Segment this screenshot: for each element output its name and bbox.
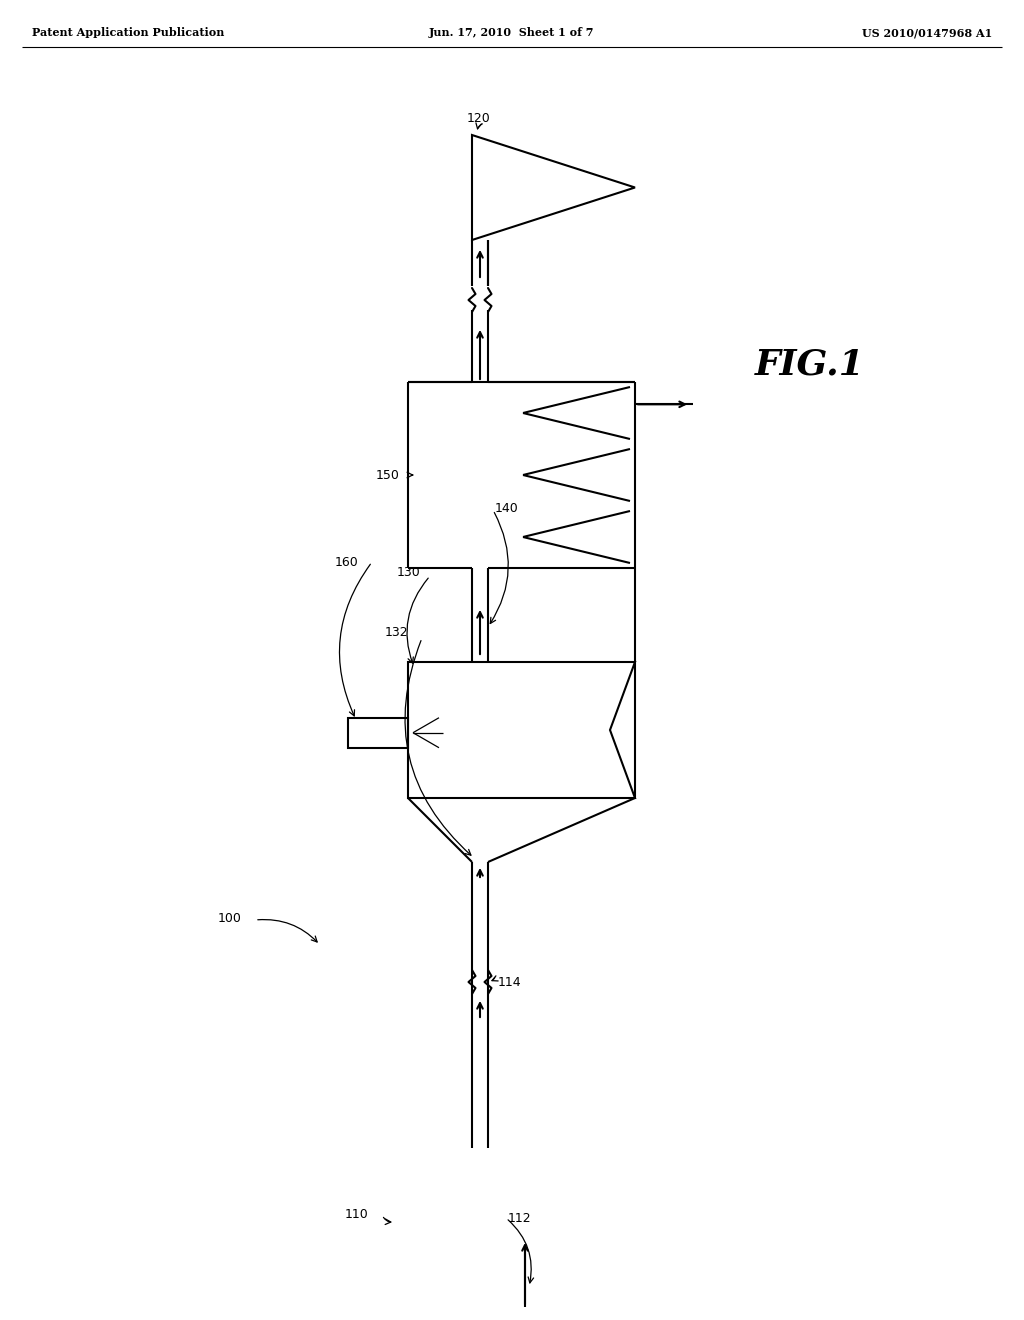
Text: US 2010/0147968 A1: US 2010/0147968 A1 [862,26,992,38]
Text: Jun. 17, 2010  Sheet 1 of 7: Jun. 17, 2010 Sheet 1 of 7 [429,26,595,38]
Bar [380,1148,690,1245]
Text: 100: 100 [218,912,242,924]
Text: 150: 150 [376,469,400,482]
Text: 112: 112 [508,1212,531,1225]
Text: 160: 160 [334,556,358,569]
Text: 140: 140 [495,502,519,515]
Text: 130: 130 [396,565,420,578]
Text: 132: 132 [384,626,408,639]
Text: 120: 120 [467,112,490,125]
Text: FIG.1: FIG.1 [755,348,865,381]
Bar [348,718,408,747]
Text: 114: 114 [498,975,521,989]
Text: 110: 110 [344,1209,368,1221]
Text: Patent Application Publication: Patent Application Publication [32,26,224,38]
